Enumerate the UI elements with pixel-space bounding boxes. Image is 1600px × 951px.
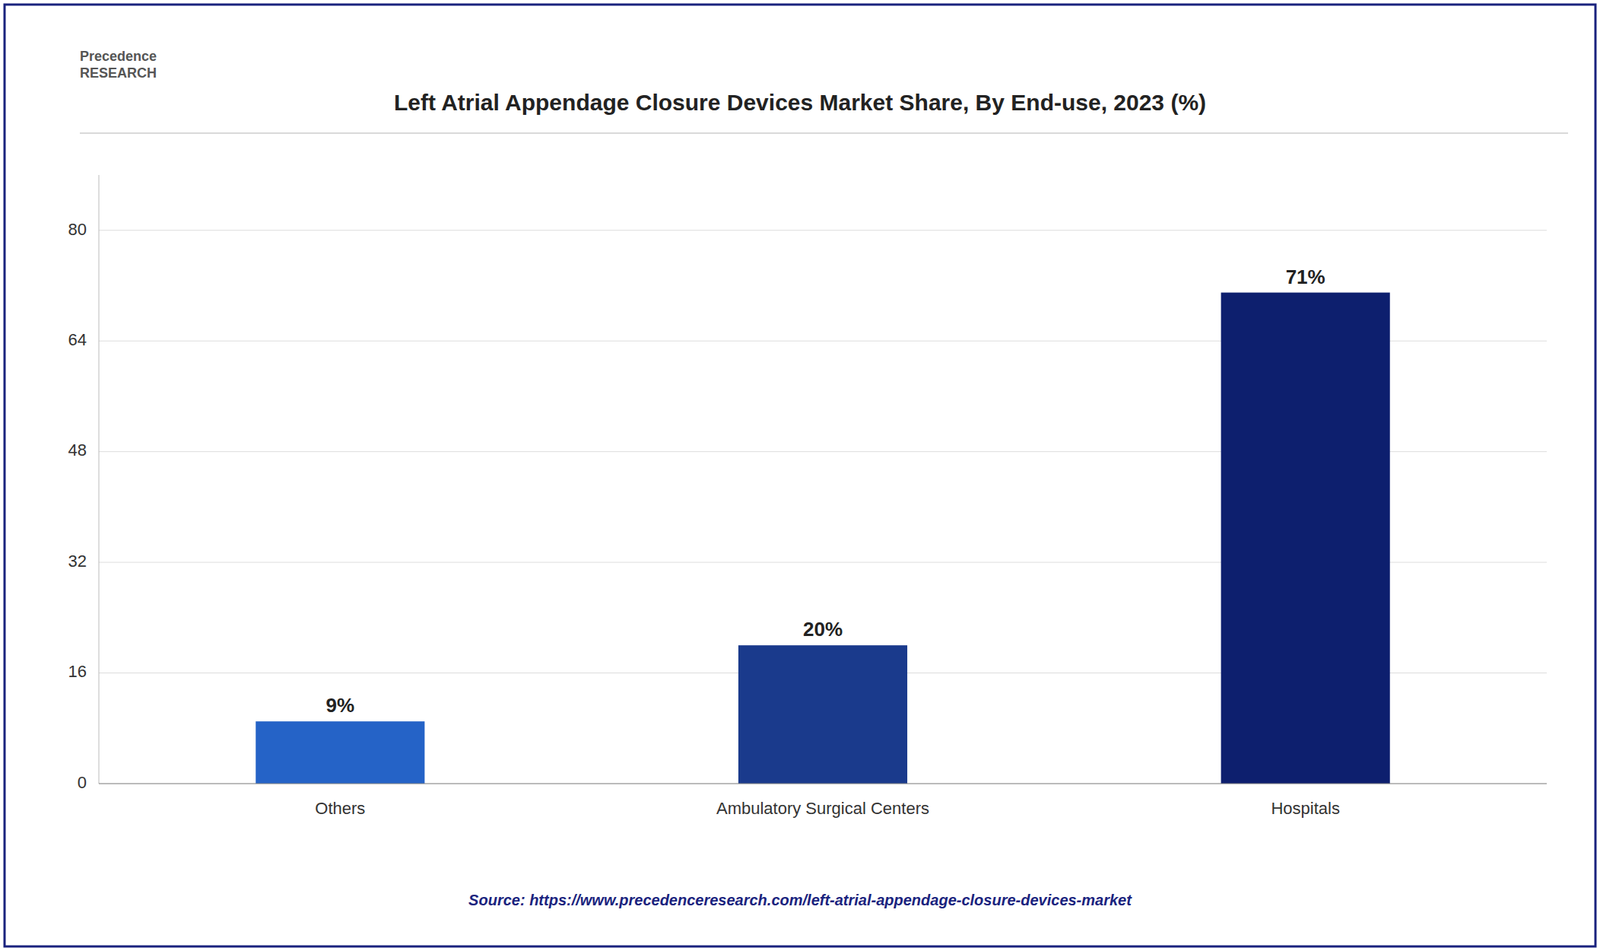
border <box>4 4 1596 947</box>
y-tick-label: 48 <box>68 440 87 460</box>
grid <box>98 230 1547 784</box>
y-tick-label: 0 <box>77 772 87 792</box>
y-axis-line <box>98 174 100 784</box>
grid-line <box>98 229 1547 231</box>
x-tick-label: Ambulatory Surgical Centers <box>716 798 930 818</box>
separator <box>79 132 1569 134</box>
bars <box>255 292 1390 784</box>
logo-line: Precedence <box>79 48 157 64</box>
bar <box>1221 292 1391 784</box>
data-label: 20% <box>803 617 843 641</box>
title: Left Atrial Appendage Closure Devices Ma… <box>393 89 1207 115</box>
background <box>0 0 1600 951</box>
x-tick-label: Hospitals <box>1270 798 1340 818</box>
data-label: 9% <box>326 693 356 717</box>
y-tick-label: 32 <box>68 551 87 571</box>
bar <box>255 720 425 784</box>
y-tick-label: 80 <box>68 219 87 239</box>
chart-svg: PrecedenceRESEARCH Left Atrial Appendage … <box>0 0 1600 951</box>
y-tick-label: 16 <box>68 661 87 681</box>
bar <box>738 644 908 784</box>
x-tick-label: Others <box>314 798 366 818</box>
logo-text: PrecedenceRESEARCH <box>79 48 157 81</box>
grid-line <box>98 783 1547 785</box>
y-tick-label: 64 <box>68 330 87 350</box>
chart-container: PrecedenceRESEARCH Left Atrial Appendage … <box>0 0 1600 951</box>
source-text: Source: https://www.precedenceresearch.c… <box>468 891 1133 908</box>
logo-line: RESEARCH <box>79 65 157 81</box>
data-label: 71% <box>1285 265 1326 289</box>
x-axis-line <box>98 782 1547 784</box>
